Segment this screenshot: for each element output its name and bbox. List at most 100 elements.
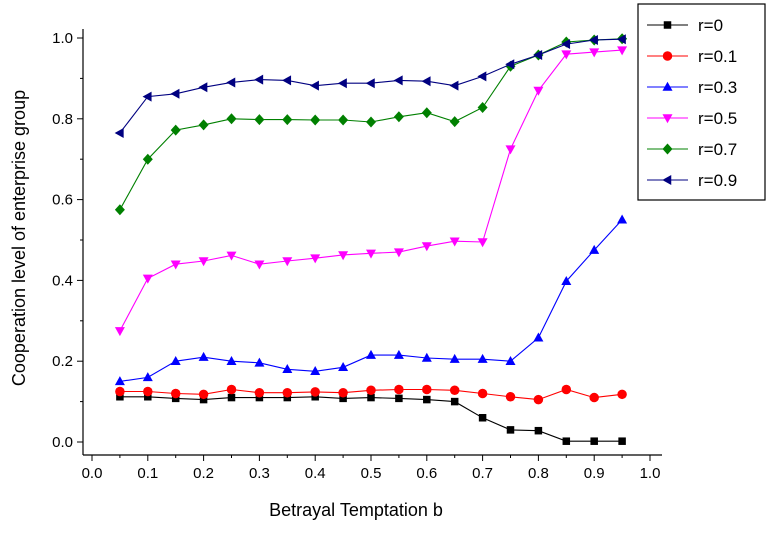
legend-label: r=0.3 <box>698 78 737 97</box>
data-point <box>199 395 208 404</box>
data-point <box>310 366 321 376</box>
legend: r=0 r=0.1 r=0.3 r=0.5 r=0.7 r=0.9 <box>637 3 766 201</box>
data-point <box>142 91 152 102</box>
legend-marker <box>662 175 672 185</box>
data-point <box>338 251 349 261</box>
data-point <box>310 387 320 397</box>
data-point <box>423 395 431 404</box>
series-r=0.9 <box>114 34 626 138</box>
data-point <box>561 39 571 50</box>
data-point <box>393 349 404 359</box>
y-tick-label: 0.0 <box>52 434 73 451</box>
data-point <box>198 257 209 267</box>
data-point <box>366 249 376 259</box>
x-tick-label: 0.7 <box>472 465 493 482</box>
data-point <box>115 386 125 397</box>
data-point <box>142 153 153 165</box>
data-point <box>617 389 627 400</box>
data-point <box>226 355 237 365</box>
data-point <box>198 82 208 93</box>
y-tick-label: 0.4 <box>52 272 73 289</box>
data-point <box>282 257 293 267</box>
data-point <box>477 101 488 113</box>
x-tick-label: 0.6 <box>416 465 437 482</box>
data-point <box>198 389 209 400</box>
legend-item: r=0.7 <box>647 140 737 159</box>
legend-label: r=0 <box>698 16 723 35</box>
legend-marker <box>662 114 673 124</box>
data-point <box>309 80 319 91</box>
data-point <box>143 386 153 397</box>
data-point <box>282 114 293 126</box>
data-point <box>393 248 404 258</box>
data-point <box>393 111 404 123</box>
data-point <box>254 74 264 85</box>
data-point <box>561 50 572 60</box>
data-point <box>144 393 152 401</box>
data-point <box>310 114 321 126</box>
data-point <box>170 355 181 365</box>
legend-label: r=0.7 <box>698 140 737 159</box>
data-point <box>227 393 236 402</box>
data-point <box>338 387 348 398</box>
series-layer <box>114 33 628 445</box>
data-point <box>616 34 626 45</box>
data-point <box>393 75 403 86</box>
y-tick-label: 0.8 <box>52 111 73 128</box>
data-point <box>588 35 598 46</box>
data-point <box>310 254 321 264</box>
data-point <box>311 393 319 401</box>
data-point <box>170 124 181 136</box>
series-r=0.1 <box>115 384 627 405</box>
data-point <box>505 392 516 402</box>
data-point <box>477 353 488 363</box>
data-point <box>421 242 432 252</box>
data-point <box>170 260 181 270</box>
data-point <box>449 353 460 363</box>
legend-label: r=0.5 <box>698 109 737 128</box>
legend-item: r=0 <box>647 16 723 35</box>
data-point <box>561 275 572 285</box>
legend-box <box>637 3 766 201</box>
data-point <box>254 260 265 270</box>
x-tick-label: 0.1 <box>137 465 158 482</box>
data-point <box>421 76 431 87</box>
series-r=0.7 <box>114 33 628 216</box>
data-point <box>170 88 180 99</box>
series-r=0.3 <box>114 214 628 386</box>
x-tick-label: 0.5 <box>361 465 382 482</box>
data-point <box>114 376 125 386</box>
data-point <box>505 355 516 365</box>
x-tick-label: 0.4 <box>305 465 326 482</box>
data-point <box>394 384 404 395</box>
series-line <box>119 49 623 332</box>
legend-item: r=0.5 <box>647 109 737 128</box>
data-point <box>339 394 347 403</box>
legend-item: r=0.9 <box>647 171 737 190</box>
data-point <box>338 114 349 126</box>
data-point <box>366 385 376 396</box>
data-point <box>589 48 600 58</box>
y-tick-label: 1.0 <box>52 30 73 47</box>
data-point <box>449 385 460 396</box>
data-point <box>450 397 459 406</box>
data-point <box>506 426 515 434</box>
legend-marker <box>662 81 673 91</box>
data-point <box>226 77 236 88</box>
y-tick-label: 0.2 <box>52 353 73 370</box>
x-tick-label: 0.0 <box>82 465 103 482</box>
data-point <box>226 251 237 261</box>
data-point <box>505 145 516 155</box>
data-point <box>114 127 124 138</box>
legend-marker <box>663 21 672 29</box>
data-point <box>226 384 237 395</box>
data-point <box>282 75 292 86</box>
data-point <box>533 332 544 342</box>
data-point <box>478 414 487 422</box>
data-point <box>226 113 237 125</box>
data-point <box>449 237 460 247</box>
y-tick-label: 0.6 <box>52 192 73 209</box>
data-point <box>255 393 264 402</box>
data-point <box>477 71 487 82</box>
